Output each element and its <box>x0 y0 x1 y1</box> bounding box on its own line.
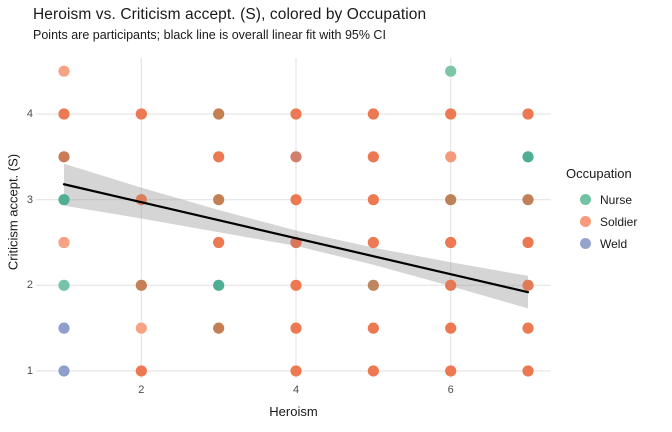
data-point <box>522 108 534 120</box>
data-point <box>445 365 457 377</box>
data-point <box>367 279 379 291</box>
legend-item: Nurse <box>566 191 670 208</box>
data-point <box>367 108 379 120</box>
legend-swatch-icon <box>580 238 591 249</box>
data-point <box>135 108 147 120</box>
data-point <box>290 322 302 334</box>
data-point <box>58 151 70 163</box>
data-point <box>445 322 457 334</box>
data-point <box>522 151 534 163</box>
data-point <box>445 151 457 163</box>
y-tick-label: 1 <box>26 364 33 377</box>
data-point <box>522 365 534 377</box>
data-point <box>445 236 457 249</box>
data-point <box>58 365 70 377</box>
legend-label: Soldier <box>600 214 638 229</box>
data-point <box>58 279 70 291</box>
data-point <box>213 151 225 163</box>
legend-title: Occupation <box>566 166 632 181</box>
legend-item: Soldier <box>566 213 670 230</box>
data-point <box>213 279 225 291</box>
data-point <box>135 365 147 377</box>
y-tick-label: 3 <box>26 193 33 206</box>
data-point <box>445 108 457 120</box>
data-point <box>213 322 225 334</box>
legend-items: Nurse Soldier Weld <box>566 191 670 252</box>
chart-title: Heroism vs. Criticism accept. (S), color… <box>33 6 427 23</box>
data-point <box>522 236 534 249</box>
x-axis-title: Heroism <box>269 404 318 419</box>
data-point <box>58 236 70 249</box>
data-point <box>213 194 225 206</box>
y-tick-label: 2 <box>26 279 33 292</box>
data-point <box>58 322 70 334</box>
legend-label: Nurse <box>600 192 633 207</box>
confidence-ribbon <box>63 163 529 309</box>
data-point <box>367 236 379 249</box>
data-point <box>135 279 147 291</box>
data-point <box>367 151 379 163</box>
data-point <box>213 236 225 249</box>
data-point <box>290 151 302 163</box>
legend-item: Weld <box>566 235 670 252</box>
data-point <box>445 279 457 291</box>
legend: Occupation Nurse Soldier Weld <box>566 166 670 257</box>
x-tick-label: 6 <box>447 384 454 396</box>
data-point <box>58 108 70 120</box>
fit-line <box>62 183 530 294</box>
data-point <box>367 365 379 377</box>
data-point <box>445 65 457 77</box>
data-point <box>290 194 302 206</box>
chart-subtitle: Points are participants; black line is o… <box>33 28 386 42</box>
x-tick-label: 4 <box>292 384 300 396</box>
data-point <box>135 322 147 334</box>
data-point <box>522 194 534 206</box>
data-point <box>367 194 379 206</box>
x-tick-label: 2 <box>138 384 145 396</box>
data-point <box>290 279 302 291</box>
data-point <box>58 65 70 77</box>
data-point <box>290 108 302 120</box>
data-point <box>213 108 225 120</box>
legend-swatch-icon <box>580 216 591 227</box>
y-axis-title: Criticism accept. (S) <box>5 153 21 271</box>
data-point <box>522 322 534 334</box>
y-tick-label: 4 <box>26 108 33 121</box>
data-point <box>58 194 70 206</box>
legend-label: Weld <box>600 236 628 251</box>
legend-swatch-icon <box>580 194 591 205</box>
data-point <box>522 279 534 291</box>
data-point <box>445 194 457 206</box>
data-point <box>290 365 302 377</box>
data-point <box>367 322 379 334</box>
